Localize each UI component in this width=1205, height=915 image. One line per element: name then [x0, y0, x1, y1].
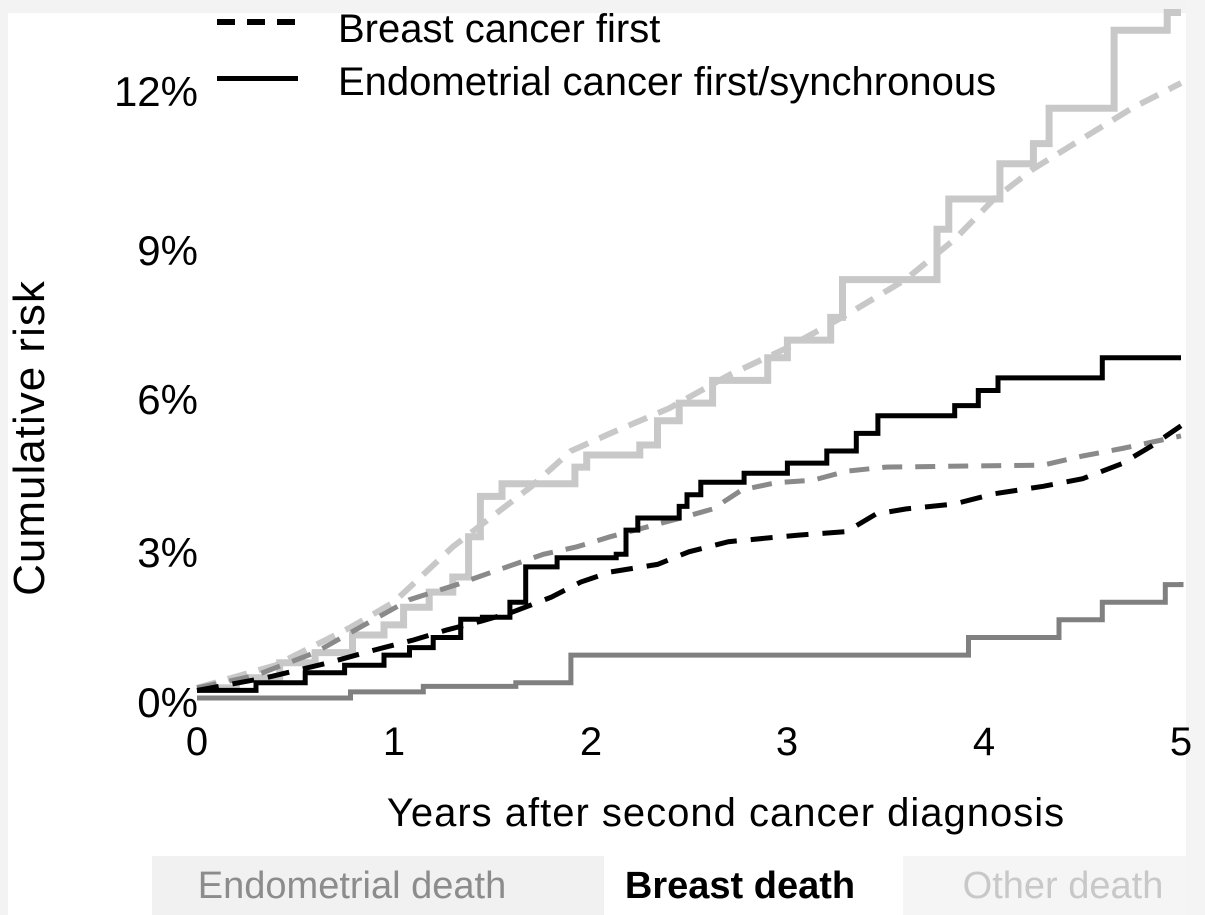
y-tick-3: 3% [137, 529, 198, 576]
x-axis-title: Years after second cancer diagnosis [386, 791, 1066, 835]
y-tick-9: 9% [137, 227, 198, 274]
x-tick-0: 0 [185, 720, 209, 764]
curve-breast-death-breast-first [196, 423, 1183, 693]
curve-other-death-breast-first [196, 80, 1183, 691]
x-tick-2: 2 [579, 720, 603, 764]
legend-solid-line-swatch [217, 76, 298, 81]
x-tick-1: 1 [382, 720, 406, 764]
curve-endometrial-death-endometrial-first [197, 582, 1184, 701]
x-tick-4: 4 [972, 720, 996, 764]
legend-label-endometrial-cancer-first: Endometrial cancer first/synchronous [338, 60, 997, 104]
footer-group-other-death: Other death [962, 865, 1164, 907]
legend-dashed-line-swatch [217, 19, 298, 25]
footer-background-patch-endometrial [152, 856, 604, 915]
footer-group-endometrial-death: Endometrial death [197, 865, 507, 907]
x-tick-5: 5 [1169, 720, 1193, 764]
curve-other-death-endometrial-first [197, 9, 1181, 692]
scan-artifact-band-right [1186, 0, 1205, 915]
x-tick-3: 3 [775, 720, 799, 764]
legend-label-breast-cancer-first: Breast cancer first [338, 7, 661, 51]
y-tick-12: 12% [113, 68, 198, 115]
footer-group-breast-death: Breast death [624, 865, 856, 907]
y-tick-6: 6% [137, 376, 198, 423]
scan-artifact-band-top [0, 0, 1205, 13]
y-tick-0: 0% [137, 679, 198, 726]
y-axis-title: Cumulative risk [5, 280, 54, 596]
footer-background-patch-other [903, 856, 1186, 915]
curve-breast-death-endometrial-first [197, 355, 1181, 693]
scan-artifact-band-left [0, 0, 8, 915]
